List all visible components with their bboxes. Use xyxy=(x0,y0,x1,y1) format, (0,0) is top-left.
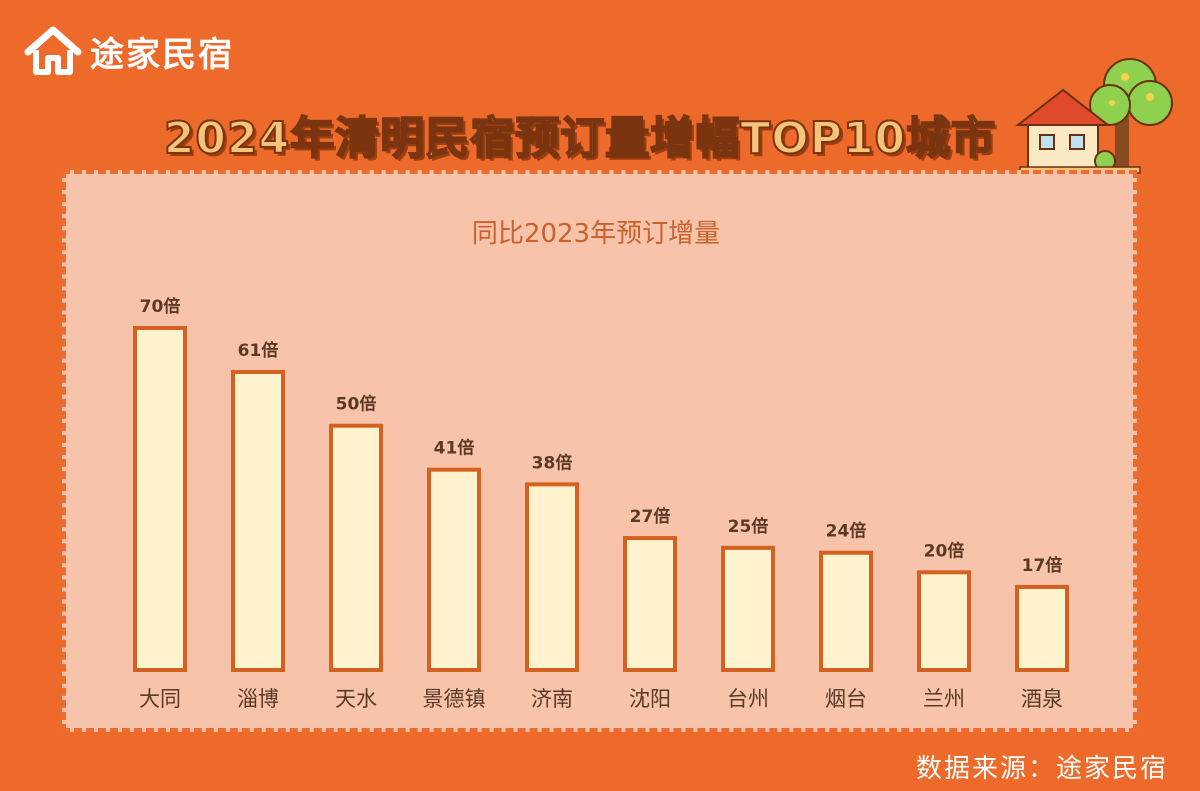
data-label: 41倍 xyxy=(434,438,475,459)
brand-name: 途家民宿 xyxy=(90,34,234,75)
data-label: 38倍 xyxy=(532,452,573,473)
category-label: 酒泉 xyxy=(1021,687,1063,711)
data-source-note: 数据来源：途家民宿 xyxy=(915,754,1168,784)
house-tree-illustration-icon xyxy=(1015,58,1173,174)
bar-天水 xyxy=(329,423,383,672)
data-label: 20倍 xyxy=(924,540,965,561)
category-label: 大同 xyxy=(139,687,181,711)
bar-景德镇 xyxy=(427,467,481,672)
data-label: 17倍 xyxy=(1022,555,1063,576)
chart-subtitle: 同比2023年预订增量 xyxy=(472,219,720,249)
data-label: 61倍 xyxy=(238,340,279,361)
bar-烟台 xyxy=(819,550,873,672)
category-label: 台州 xyxy=(727,687,769,711)
category-label: 烟台 xyxy=(825,687,867,711)
bar-台州 xyxy=(721,545,775,673)
bar-沈阳 xyxy=(623,536,677,673)
bar-大同 xyxy=(133,326,187,672)
bar-淄博 xyxy=(231,369,285,672)
category-label: 景德镇 xyxy=(423,687,486,711)
bar-酒泉 xyxy=(1015,584,1069,673)
category-label: 沈阳 xyxy=(629,687,671,711)
data-label: 70倍 xyxy=(140,296,181,317)
category-label: 天水 xyxy=(335,687,377,711)
page-title: 2024年清明民宿预订量增幅TOP10城市 xyxy=(163,112,997,165)
house-logo-icon xyxy=(24,26,82,75)
data-label: 50倍 xyxy=(336,394,377,415)
data-label: 24倍 xyxy=(826,521,867,542)
category-label: 济南 xyxy=(531,687,573,711)
chart-panel: 同比2023年预订增量 70倍大同 61倍淄博 50倍天水 41倍景德镇 38倍济南 27… xyxy=(62,170,1137,732)
data-label: 25倍 xyxy=(728,516,769,537)
bar-济南 xyxy=(525,482,579,673)
category-label: 兰州 xyxy=(923,687,965,711)
bar-兰州 xyxy=(917,570,971,672)
brand-logo: 途家民宿 xyxy=(24,26,234,76)
category-label: 淄博 xyxy=(237,687,279,711)
data-label: 27倍 xyxy=(630,506,671,527)
